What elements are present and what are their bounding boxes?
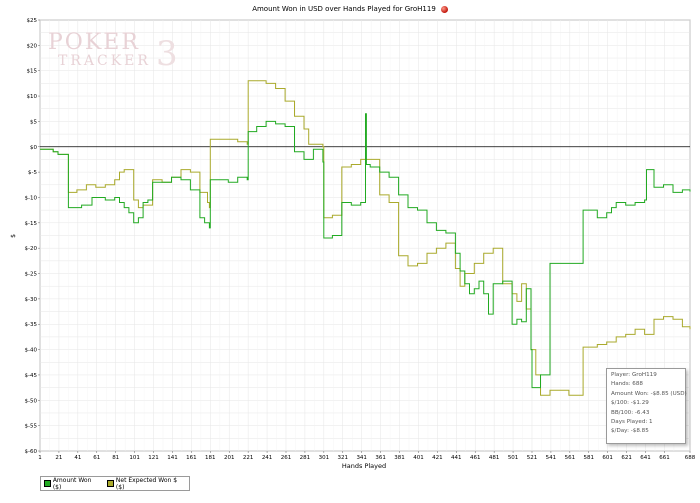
- y-tick-label: $5: [30, 119, 37, 125]
- y-tick-label: $-60: [25, 449, 38, 455]
- x-tick-label: 201: [224, 455, 235, 461]
- x-tick-label: 181: [205, 455, 216, 461]
- x-tick-label: 401: [413, 455, 424, 461]
- grid-layer: [39, 19, 691, 452]
- x-tick-label: 281: [300, 455, 311, 461]
- y-axis-label: $: [10, 234, 17, 238]
- y-tick-label: $10: [27, 94, 38, 100]
- y-tick-label: $-45: [25, 373, 38, 379]
- series-line-expected-won: [40, 80, 691, 396]
- y-tick-label: $-10: [25, 195, 38, 201]
- y-tick-label: $-35: [25, 322, 38, 328]
- x-tick-label: 121: [148, 455, 159, 461]
- y-tick-label: $-15: [25, 221, 38, 227]
- y-tick-label: $-25: [25, 272, 38, 278]
- player-stats-box: Player: GroH119 Hands: 688 Amount Won: -…: [606, 368, 687, 444]
- legend-swatch-amount-won: [44, 480, 51, 487]
- y-tick-label: $-55: [25, 424, 38, 430]
- x-tick-label: 161: [186, 455, 197, 461]
- y-tick-label: $20: [27, 43, 38, 49]
- stat-player: Player: GroH119: [611, 372, 657, 378]
- x-tick-label: 641: [640, 455, 651, 461]
- series-line-amount-won: [40, 113, 691, 389]
- x-tick-label: 61: [93, 455, 100, 461]
- x-tick-label: 541: [546, 455, 557, 461]
- series-layer: [40, 80, 691, 396]
- x-tick-label: 241: [262, 455, 273, 461]
- x-tick-label: 141: [167, 455, 178, 461]
- x-tick-label: 688: [685, 455, 696, 461]
- y-tick-label: $-50: [25, 398, 38, 404]
- x-tick-label: 601: [602, 455, 613, 461]
- legend-item-amount-won[interactable]: Amount Won ($): [44, 477, 100, 491]
- x-tick-label: 321: [338, 455, 349, 461]
- x-tick-label: 521: [527, 455, 538, 461]
- x-tick-label: 621: [621, 455, 632, 461]
- y-tick-label: $-30: [25, 297, 38, 303]
- x-tick-label: 361: [375, 455, 386, 461]
- stat-bb-per-100: BB/100: -6.43: [611, 409, 650, 416]
- legend-swatch-expected-won: [107, 480, 114, 487]
- legend-label-amount-won: Amount Won ($): [52, 476, 92, 491]
- stat-days-played: Days Played: 1: [611, 419, 653, 426]
- stat-dollars-per-100: $/100: -$1.29: [611, 400, 649, 407]
- x-tick-label: 261: [281, 455, 292, 461]
- chart-title: Amount Won in USD over Hands Played for …: [252, 5, 436, 13]
- x-tick-label: 501: [508, 455, 519, 461]
- y-tick-label: $25: [27, 18, 38, 24]
- x-tick-label: 461: [470, 455, 481, 461]
- poker-chip-icon: [440, 5, 448, 13]
- y-tick-label: $0: [30, 145, 37, 151]
- chart-legend: Amount Won ($) Net Expected Won $ ($): [40, 476, 190, 491]
- x-tick-label: 341: [356, 455, 367, 461]
- chart-title-row: Amount Won in USD over Hands Played for …: [0, 5, 700, 13]
- x-tick-label: 1: [38, 455, 42, 461]
- legend-item-expected-won[interactable]: Net Expected Won $ ($): [107, 477, 185, 491]
- legend-label-expected-won: Net Expected Won $ ($): [115, 476, 178, 491]
- x-tick-label: 481: [489, 455, 500, 461]
- x-tick-label: 21: [55, 455, 62, 461]
- x-tick-label: 221: [243, 455, 254, 461]
- x-tick-label: 561: [565, 455, 576, 461]
- y-tick-label: $-40: [25, 348, 38, 354]
- x-tick-label: 381: [394, 455, 405, 461]
- x-tick-label: 581: [584, 455, 595, 461]
- x-tick-label: 661: [659, 455, 670, 461]
- axis-layer: $25 $20 $15 $10 $5 $0 $-5 $-10 $-15 $-20 $-25 $-30 $…: [25, 18, 696, 461]
- stat-hands: Hands: 688: [611, 381, 643, 388]
- stat-amount-won: Amount Won: -$8.85 (USD): [611, 390, 687, 397]
- y-tick-label: $-20: [25, 246, 38, 252]
- x-tick-label: 421: [432, 455, 443, 461]
- x-tick-label: 41: [74, 455, 81, 461]
- y-tick-label: $15: [27, 69, 38, 75]
- x-tick-label: 81: [112, 455, 119, 461]
- x-axis-label: Hands Played: [342, 462, 386, 470]
- y-tick-label: $-5: [28, 170, 37, 176]
- stat-dollars-per-day: $/Day: -$8.85: [611, 428, 649, 435]
- x-tick-label: 301: [319, 455, 330, 461]
- x-tick-label: 101: [129, 455, 140, 461]
- x-tick-label: 441: [451, 455, 462, 461]
